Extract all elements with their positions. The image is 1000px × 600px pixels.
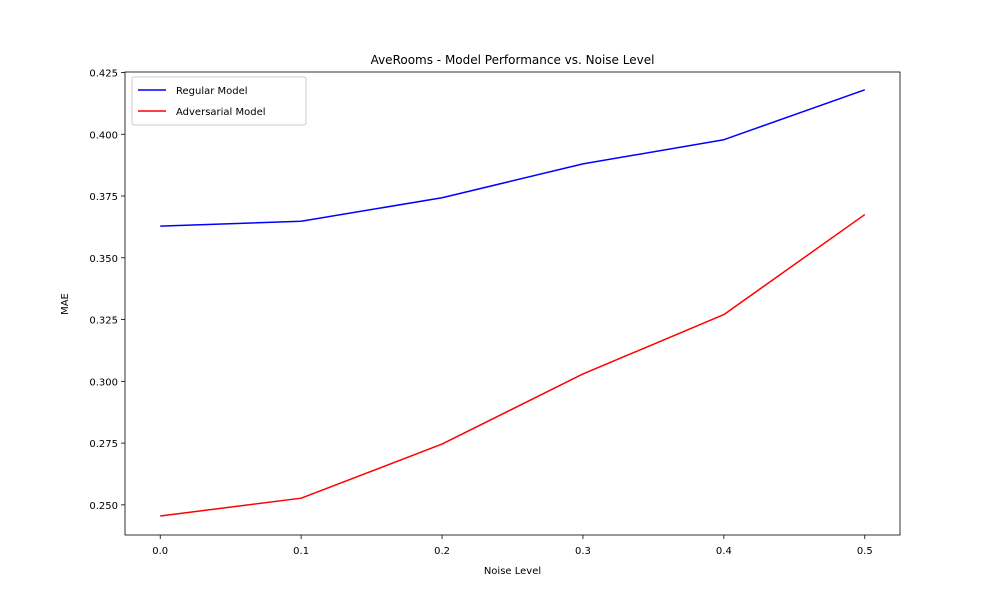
x-tick-label: 0.3 <box>575 546 591 557</box>
plot-area: 0.0 0.1 0.2 0.3 0.4 0.5 0.250 0.275 0.300 0.325 0.… <box>89 68 901 557</box>
y-tick-label: 0.275 <box>89 439 118 450</box>
y-tick-label: 0.300 <box>89 377 118 388</box>
legend-box <box>131 76 307 126</box>
x-tick-label: 0.5 <box>857 546 873 557</box>
x-tick-label: 0.1 <box>293 546 309 557</box>
plot-frame <box>124 71 901 536</box>
x-tick-label: 0.4 <box>716 546 732 557</box>
legend-label-adversarial-model: Adversarial Model <box>176 107 266 118</box>
series-line-adversarial-model <box>160 213 866 517</box>
x-tick-label: 0.2 <box>434 546 450 557</box>
y-tick-label: 0.250 <box>89 501 118 512</box>
chart-title: AveRooms - Model Performance vs. Noise L… <box>371 53 655 67</box>
y-axis-label: MAE <box>60 293 71 315</box>
y-tick-label: 0.400 <box>89 130 118 141</box>
y-tick-label: 0.350 <box>89 254 118 265</box>
y-tick-label: 0.325 <box>89 316 118 327</box>
y-tick-label: 0.425 <box>89 68 118 79</box>
series-line-regular-model <box>160 89 866 227</box>
legend-label-regular-model: Regular Model <box>176 86 248 97</box>
y-tick-label: 0.375 <box>89 192 118 203</box>
legend: Regular Model Adversarial Model <box>131 76 307 126</box>
x-axis-label: Noise Level <box>484 566 541 577</box>
x-tick-label: 0.0 <box>152 546 168 557</box>
